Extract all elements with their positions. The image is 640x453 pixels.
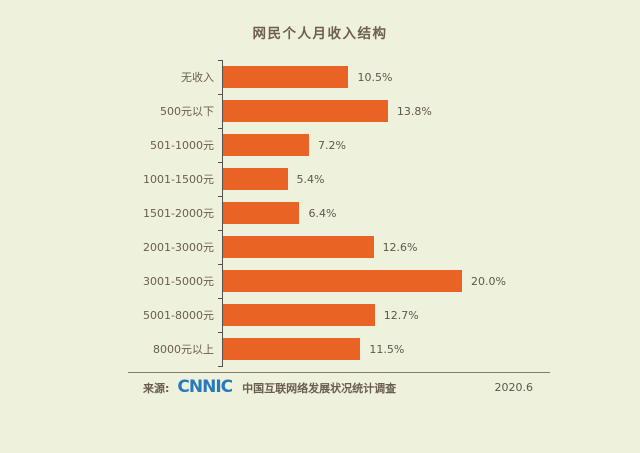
category-label: 501-1000元 (150, 139, 214, 152)
chart-row: 1001-1500元 5.4% (0, 161, 640, 196)
bar-area: 7.2% (218, 127, 640, 162)
value-label: 12.6% (382, 240, 418, 254)
chart-title: 网民个人月收入结构 (252, 26, 388, 42)
category-label: 2001-3000元 (143, 241, 214, 254)
category-label: 8000元以上 (153, 343, 214, 356)
axis-tick (218, 161, 223, 163)
chart-row: 500元以下 13.8% (0, 93, 640, 128)
bar-area: 10.5% (218, 59, 640, 94)
axis-tick (218, 331, 223, 333)
bar (223, 338, 361, 360)
bar-area: 12.6% (218, 229, 640, 264)
chart-row: 2001-3000元 12.6% (0, 229, 640, 264)
cnnic-logo: CNNIC (177, 377, 233, 397)
category-label: 500元以下 (160, 105, 214, 118)
chart-row: 501-1000元 7.2% (0, 127, 640, 162)
bar (223, 270, 462, 292)
category-label: 无收入 (181, 71, 214, 84)
value-label: 20.0% (471, 274, 506, 288)
bar-area: 20.0% (218, 263, 640, 298)
footer-divider (128, 372, 550, 373)
bar (223, 236, 374, 258)
axis-tick (218, 263, 223, 265)
bar (223, 66, 349, 88)
chart-row: 无收入 10.5% (0, 59, 640, 94)
bar (223, 168, 288, 190)
category-label: 5001-8000元 (143, 309, 214, 322)
value-label: 12.7% (383, 308, 419, 322)
chart-row: 5001-8000元 12.7% (0, 297, 640, 332)
category-label: 3001-5000元 (143, 275, 214, 288)
bar-area: 5.4% (218, 161, 640, 196)
source-footer: 来源: CNNIC 中国互联网络发展状况统计调查 2020.6 (143, 379, 533, 396)
axis-tick (218, 229, 223, 231)
bar (223, 134, 310, 156)
axis-tick (218, 127, 223, 129)
value-label: 7.2% (318, 138, 346, 152)
source-label: 来源: (143, 381, 170, 395)
bar-area: 12.7% (218, 297, 640, 332)
bar-area: 13.8% (218, 93, 640, 128)
source-text: 中国互联网络发展状况统计调查 (242, 381, 397, 395)
axis-tick (218, 195, 223, 197)
chart-row: 1501-2000元 6.4% (0, 195, 640, 230)
value-label: 11.5% (369, 342, 405, 356)
axis-tick (218, 365, 223, 367)
report-date: 2020.6 (494, 381, 534, 394)
bar (223, 100, 388, 122)
bar (223, 304, 375, 326)
category-label: 1001-1500元 (143, 173, 214, 186)
bar (223, 202, 300, 224)
value-label: 6.4% (308, 206, 337, 220)
bar-area: 6.4% (218, 195, 640, 230)
value-label: 13.8% (396, 104, 432, 118)
value-label: 5.4% (296, 172, 325, 186)
bar-area: 11.5% (218, 331, 640, 367)
value-label: 10.5% (357, 70, 393, 84)
axis-tick (218, 297, 223, 299)
category-label: 1501-2000元 (143, 207, 214, 220)
chart-row: 3001-5000元 20.0% (0, 263, 640, 298)
bar-chart: 无收入 10.5% 500元以下 13.8% 501-1000元 7.2% 1001-150… (0, 59, 640, 367)
chart-row: 8000元以上 11.5% (0, 331, 640, 367)
axis-tick (218, 59, 223, 61)
axis-tick (218, 93, 223, 95)
